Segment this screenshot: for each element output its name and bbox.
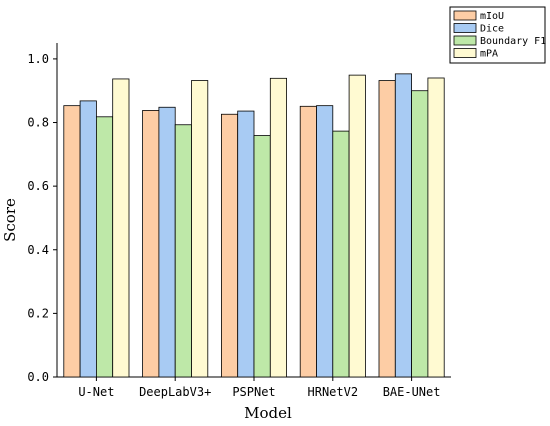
y-tick-label: 0.8 — [27, 116, 49, 130]
bar-dice-4 — [394, 73, 412, 378]
bar-mpa-0 — [112, 78, 130, 378]
bar-mpa-4 — [427, 77, 445, 378]
legend-swatch — [453, 35, 477, 46]
y-tick-label: 0.2 — [27, 306, 49, 320]
x-tick-label: DeepLabV3+ — [139, 385, 211, 399]
bar-miou-3 — [299, 105, 317, 378]
y-ticks: 0.0 0.2 0.4 0.6 0.8 1.0 — [27, 52, 57, 384]
legend-label: mPA — [480, 49, 498, 60]
legend-swatch — [453, 48, 477, 58]
x-tick-label: BAE-UNet — [383, 385, 441, 399]
y-tick-label: 1.0 — [27, 52, 49, 66]
bar-boundary-f1-0 — [96, 116, 114, 378]
x-tick-label: U-Net — [78, 385, 114, 399]
bar-dice-1 — [158, 106, 176, 378]
bar-dice-3 — [316, 105, 334, 378]
bar-miou-0 — [63, 105, 81, 378]
y-tick-label: 0.0 — [27, 370, 49, 384]
x-axis-title: Model — [244, 404, 292, 422]
x-ticks: U-Net DeepLabV3+ PSPNet HRNetV2 BAE-UNet — [78, 377, 440, 399]
bar-dice-2 — [237, 110, 255, 378]
y-tick-label: 0.4 — [27, 243, 49, 257]
bar-mpa-1 — [191, 80, 209, 378]
legend-swatch — [453, 23, 477, 33]
y-axis-title: Score — [1, 198, 19, 242]
x-tick-label: HRNetV2 — [308, 385, 359, 399]
bar-miou-1 — [142, 110, 160, 378]
bar-boundary-f1-3 — [332, 130, 350, 378]
legend-label: Dice — [480, 24, 504, 35]
legend-swatch — [453, 10, 477, 21]
bar-mpa-2 — [269, 77, 287, 378]
y-tick-label: 0.6 — [27, 179, 49, 193]
legend-label: mIoU — [480, 11, 504, 22]
bar-boundary-f1-1 — [174, 124, 192, 378]
legend-label: Boundary F1 — [480, 36, 546, 47]
bar-miou-4 — [378, 80, 396, 378]
bar-dice-0 — [79, 100, 97, 378]
bar-boundary-f1-2 — [253, 135, 271, 378]
bar-miou-2 — [220, 113, 239, 378]
bar-mpa-3 — [348, 74, 366, 378]
x-tick-label: PSPNet — [232, 385, 275, 399]
bars-group — [63, 73, 445, 378]
bar-boundary-f1-4 — [411, 90, 429, 378]
